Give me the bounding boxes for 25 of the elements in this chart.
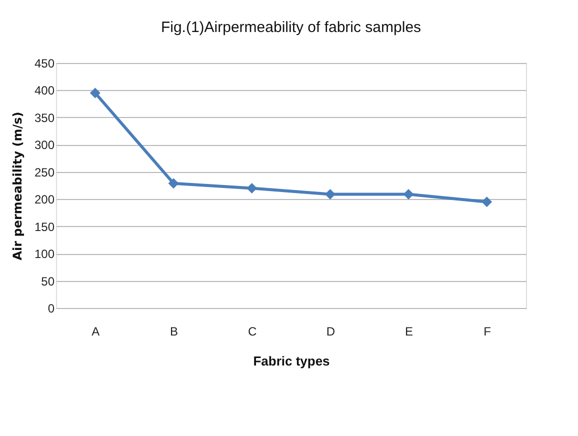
y-tick-label: 400 — [34, 84, 55, 98]
x-tick-label: D — [326, 324, 336, 338]
y-axis-title: Air permeability (m/s) — [10, 112, 24, 260]
x-tick-label: B — [170, 324, 178, 338]
y-tick-label: 0 — [48, 302, 55, 316]
y-tick-label: 450 — [34, 56, 55, 70]
y-tick-label: 300 — [34, 138, 55, 152]
y-tick-label: 50 — [41, 274, 55, 288]
point — [246, 182, 258, 194]
chart-title: Fig.(1)Airpermeability of fabric samples — [160, 19, 422, 36]
x-axis-title: Fabric types — [253, 354, 330, 368]
x-tick-label: A — [92, 324, 100, 338]
y-tick-label: 150 — [34, 220, 55, 234]
point — [90, 88, 100, 98]
point — [482, 196, 492, 208]
y-tick-label: 100 — [34, 247, 55, 262]
y-tick-label: 250 — [34, 165, 55, 180]
y-tick-label: 200 — [34, 192, 55, 207]
x-tick-label: C — [248, 324, 257, 338]
point — [168, 178, 179, 189]
x-tick-label: F — [484, 324, 492, 338]
point — [324, 188, 336, 200]
x-tick-label: E — [404, 324, 414, 338]
y-tick-label: 350 — [34, 110, 55, 125]
point — [403, 188, 414, 200]
